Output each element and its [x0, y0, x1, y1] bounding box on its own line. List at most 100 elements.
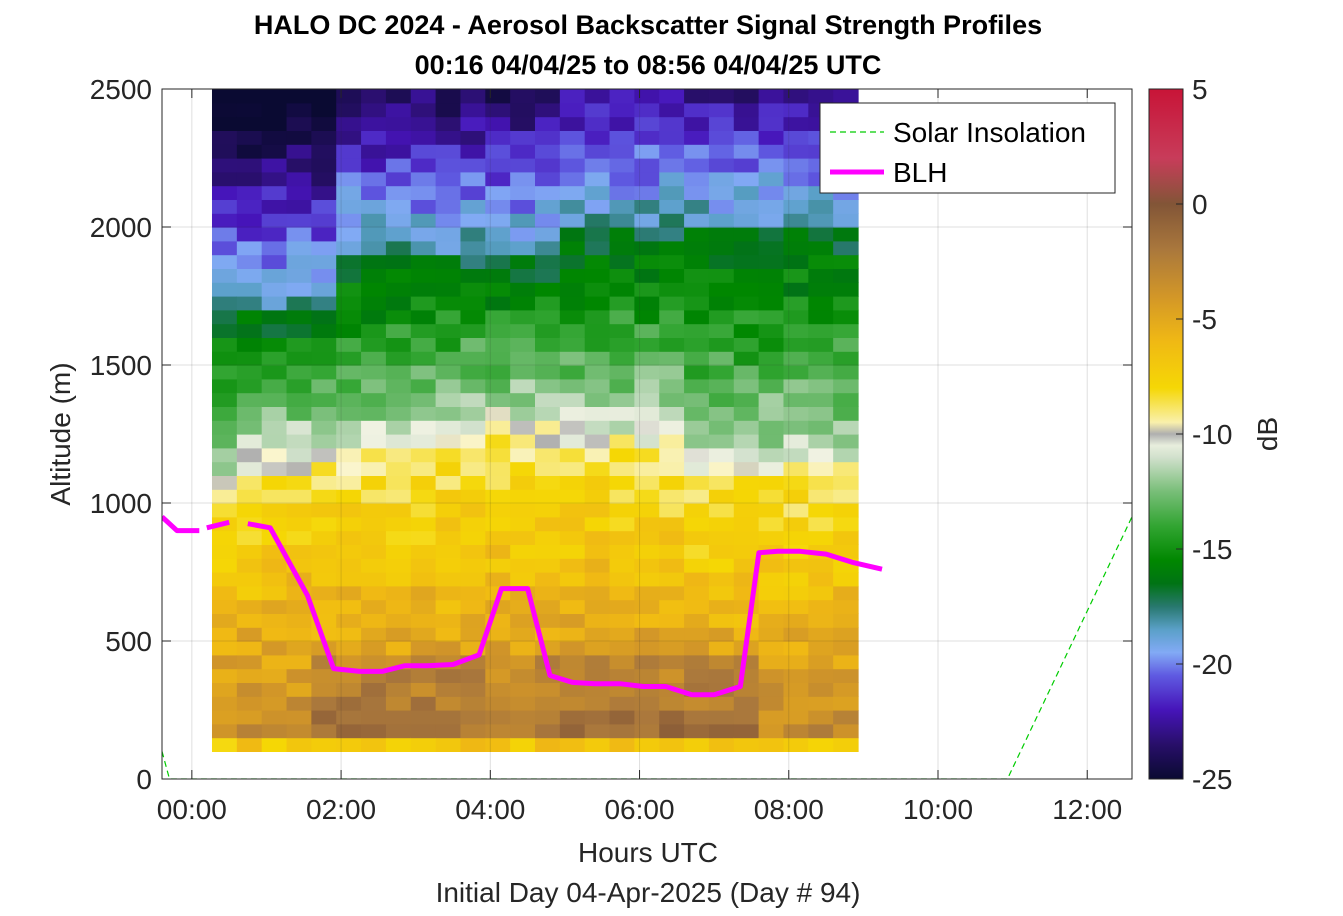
heatmap-cell [758, 296, 785, 311]
heatmap-cell [584, 144, 611, 159]
heatmap-cell [535, 641, 561, 656]
heatmap-cell [559, 461, 586, 476]
heatmap-cell [808, 392, 834, 407]
heatmap-cell [336, 434, 362, 449]
heatmap-cell [758, 351, 785, 366]
heatmap-cell [410, 309, 437, 325]
heatmap-cell [485, 530, 511, 545]
heatmap-cell [559, 171, 586, 187]
heatmap-cell [808, 737, 834, 752]
heatmap-cell [733, 185, 760, 200]
heatmap-cell [361, 737, 387, 752]
heatmap-cell [584, 378, 611, 394]
heatmap-cell [584, 558, 611, 573]
heatmap-cell [609, 406, 635, 421]
heatmap-cell [510, 530, 536, 545]
heatmap-cell [535, 434, 561, 449]
heatmap-cell [385, 530, 412, 545]
heatmap-cell [336, 530, 362, 545]
heatmap-cell [485, 654, 511, 670]
heatmap-cell [584, 213, 611, 228]
heatmap-cell [435, 337, 462, 352]
heatmap-cell [584, 737, 611, 752]
heatmap-cell [286, 158, 312, 173]
heatmap-cell [684, 489, 710, 504]
heatmap-cell [659, 323, 685, 338]
heatmap-cell [435, 668, 462, 683]
heatmap-cell [510, 130, 536, 145]
heatmap-cell [385, 558, 412, 573]
heatmap-cell [361, 654, 387, 670]
heatmap-cell [609, 572, 635, 587]
heatmap-cell [833, 365, 859, 380]
heatmap-cell [684, 199, 710, 214]
chart-title: HALO DC 2024 - Aerosol Backscatter Signa… [254, 10, 1042, 40]
heatmap-cell [684, 544, 710, 559]
heatmap-cell [609, 89, 635, 104]
heatmap-cell [708, 406, 735, 421]
heatmap-cell [708, 89, 735, 104]
heatmap-cell [758, 420, 785, 435]
heatmap-cell [609, 710, 635, 725]
heatmap-cell [833, 282, 859, 297]
heatmap-cell [336, 337, 362, 352]
heatmap-cell [311, 737, 337, 752]
heatmap-cell [261, 737, 288, 752]
heatmap-cell [758, 282, 785, 297]
heatmap-cell [311, 516, 337, 532]
heatmap-cell [708, 185, 735, 200]
heatmap-cell [684, 585, 710, 601]
heatmap-cell [361, 102, 387, 118]
heatmap-cell [783, 144, 809, 159]
heatmap-cell [684, 503, 710, 518]
heatmap-cell [634, 254, 660, 269]
heatmap-cell [584, 627, 611, 642]
heatmap-cell [460, 199, 486, 214]
heatmap-cell [311, 309, 337, 325]
colorbar-tick-label: 0 [1192, 189, 1208, 220]
heatmap-cell [385, 365, 412, 380]
heatmap-cell [535, 351, 561, 366]
heatmap-cell [385, 461, 412, 476]
heatmap-cell [559, 337, 586, 352]
heatmap-cell [286, 254, 312, 269]
heatmap-cell [236, 130, 263, 145]
heatmap-cell [510, 254, 536, 269]
heatmap-cell [286, 309, 312, 325]
heatmap-cell [211, 337, 238, 352]
heatmap-cell [211, 130, 238, 145]
heatmap-cell [435, 365, 462, 380]
legend: Solar Insolation BLH [819, 102, 1116, 194]
heatmap-cell [236, 710, 263, 725]
heatmap-cell [385, 323, 412, 338]
heatmap-cell [485, 682, 511, 697]
heatmap-cell [684, 89, 710, 104]
heatmap-cell [236, 585, 263, 601]
heatmap-cell [261, 144, 288, 159]
legend-blh-label: BLH [893, 157, 947, 188]
heatmap-cell [535, 544, 561, 559]
heatmap-cell [236, 627, 263, 642]
heatmap-cell [361, 337, 387, 352]
heatmap-cell [559, 654, 586, 670]
heatmap-cell [510, 351, 536, 366]
chart-subtitle: 00:16 04/04/25 to 08:56 04/04/25 UTC [415, 50, 882, 80]
heatmap-cell [410, 544, 437, 559]
heatmap-cell [361, 309, 387, 325]
heatmap-cell [510, 558, 536, 573]
heatmap-cell [733, 144, 760, 159]
heatmap-cell [286, 654, 312, 670]
heatmap-cell [535, 227, 561, 242]
heatmap-cell [535, 378, 561, 394]
heatmap-cell [634, 268, 660, 283]
heatmap-cell [833, 406, 859, 421]
heatmap-cell [261, 185, 288, 200]
heatmap-cell [535, 171, 561, 187]
heatmap-cell [609, 627, 635, 642]
heatmap-cell [385, 627, 412, 642]
heatmap-cell [783, 365, 809, 380]
heatmap-cell [311, 434, 337, 449]
heatmap-cell [361, 710, 387, 725]
heatmap-cell [510, 696, 536, 711]
heatmap-cell [435, 682, 462, 697]
